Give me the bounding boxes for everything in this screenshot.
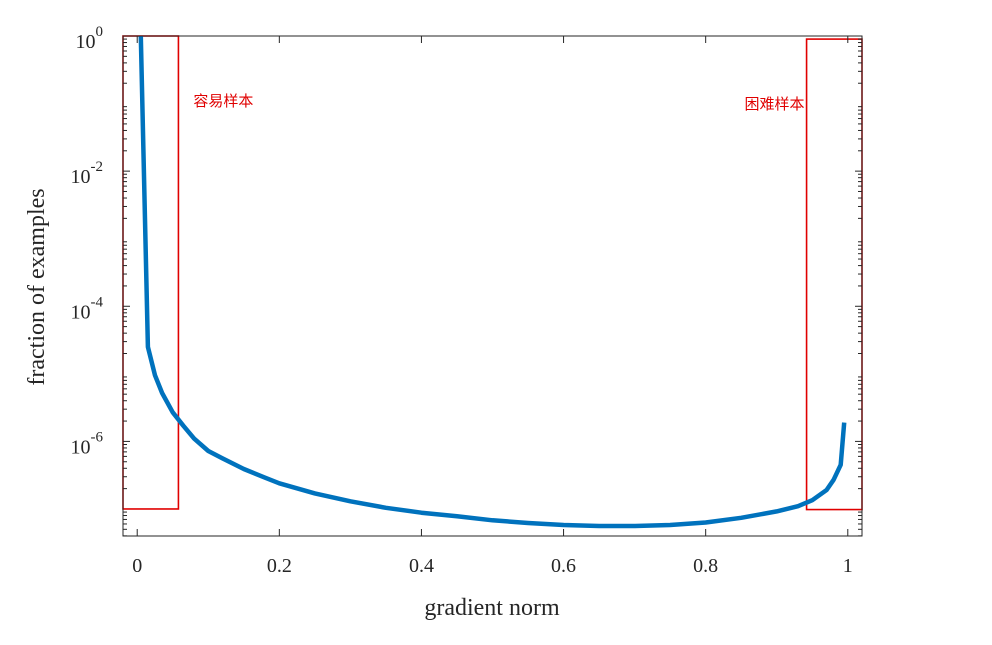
series-line-0 (138, 35, 847, 529)
annotation-label-0: 容易样本 (193, 92, 253, 110)
x-tick-label-3: 0.6 (551, 555, 576, 577)
annotation-labels: 容易样本 困难样本 (193, 92, 804, 113)
annotation-box-0 (122, 35, 180, 510)
x-tick-label-5: 1 (843, 555, 853, 577)
y-tick-label-3: 10-6 (71, 429, 104, 458)
annotation-box-1 (805, 38, 863, 511)
y-tick-exponent-1: -2 (91, 159, 104, 175)
y-tick-label-1: 10-2 (71, 159, 104, 188)
y-tick-base-0: 10 (76, 31, 96, 53)
data-layer (138, 35, 847, 529)
x-tick-label-1: 0.2 (267, 555, 292, 577)
y-tick-exponent-3: -6 (91, 429, 104, 445)
x-tick-label-2: 0.4 (409, 555, 434, 577)
y-tick-label-0: 100 (76, 24, 104, 53)
annotation-label-1: 困难样本 (745, 95, 805, 113)
y-tick-base-3: 10 (71, 436, 91, 458)
y-tick-base-2: 10 (71, 301, 91, 323)
y-axis-label: fraction of examples (24, 188, 50, 385)
axes (122, 35, 863, 537)
x-tick-label-4: 0.8 (693, 555, 718, 577)
x-axis-label: gradient norm (424, 595, 560, 621)
x-tick-label-0: 0 (132, 555, 142, 577)
y-tick-label-2: 10-4 (71, 294, 104, 323)
y-tick-exponent-2: -4 (91, 294, 104, 310)
y-tick-base-1: 10 (71, 166, 91, 188)
y-tick-exponent-0: 0 (96, 24, 104, 40)
